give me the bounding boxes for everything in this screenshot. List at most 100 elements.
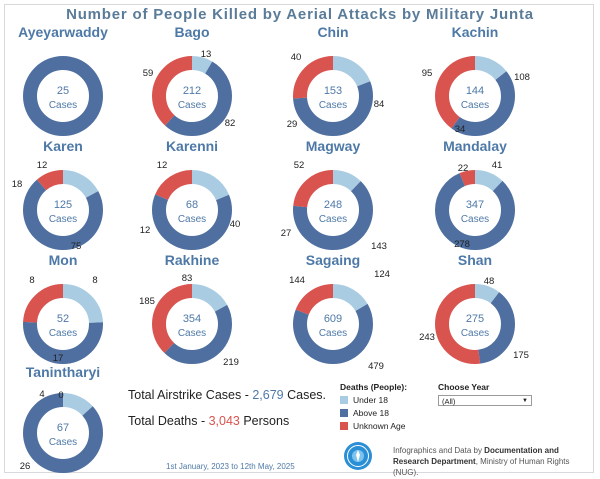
- segment-label-tanintharyi-under18: 4: [39, 389, 44, 400]
- legend-item-unknown: Unknown Age: [340, 421, 407, 431]
- segment-label-kachin-under18: 34: [455, 124, 466, 135]
- segment-label-shan-under18: 48: [484, 276, 495, 287]
- credit-text: Infographics and Data by Documentation a…: [393, 445, 593, 478]
- year-filter: Choose Year (All) ▼: [438, 382, 532, 406]
- segment-label-magway-above18: 143: [371, 241, 387, 252]
- segment-label-mandalay-unknown: 22: [458, 163, 469, 174]
- total-deaths-prefix: Total Deaths -: [128, 414, 209, 428]
- region-name-mon: Mon: [49, 252, 78, 268]
- segment-label-karenni-above18: 40: [230, 219, 241, 230]
- center-cases-bago: 212: [183, 85, 201, 97]
- region-name-bago: Bago: [175, 24, 210, 40]
- year-select[interactable]: (All) ▼: [438, 395, 532, 406]
- donut-segment-mandalay-unknown: [435, 170, 515, 250]
- donut-segment-bago-above18: [152, 56, 232, 136]
- chevron-down-icon: ▼: [522, 398, 528, 404]
- segment-label-bago-unknown: 59: [143, 68, 154, 79]
- center-label-mandalay: Cases: [461, 214, 489, 225]
- segment-label-magway-under18: 27: [281, 228, 292, 239]
- legend: Deaths (People): Under 18 Above 18 Unkno…: [340, 382, 407, 434]
- region-name-sagaing: Sagaing: [306, 252, 360, 268]
- donut-segment-chin-above18: [293, 56, 373, 136]
- donut-hole-tanintharyi: [37, 407, 89, 459]
- segment-label-mon-under18: 8: [92, 275, 97, 286]
- legend-label-under18: Under 18: [353, 395, 388, 405]
- donut-hole-mon: [37, 298, 89, 350]
- center-cases-chin: 153: [324, 85, 342, 97]
- segment-label-rakhine-above18: 219: [223, 357, 239, 368]
- donut-hole-mandalay: [449, 184, 501, 236]
- donut-segment-sagaing-above18: [293, 284, 373, 364]
- total-cases-value: 2,679: [252, 388, 284, 402]
- donut-segment-karenni-unknown: [152, 170, 232, 250]
- donut-hole-shan: [449, 298, 501, 350]
- total-cases-line: Total Airstrike Cases - 2,679 Cases.: [128, 388, 326, 402]
- segment-label-sagaing-under18: 124: [374, 269, 390, 280]
- donut-hole-magway: [307, 184, 359, 236]
- infographic-frame: [4, 4, 594, 473]
- segment-label-rakhine-under18: 83: [182, 273, 193, 284]
- segment-label-bago-under18: 13: [201, 49, 212, 60]
- segment-label-mon-unknown: 8: [29, 275, 34, 286]
- region-name-chin: Chin: [317, 24, 348, 40]
- segment-label-chin-above18: 84: [374, 99, 385, 110]
- donut-hole-karen: [37, 184, 89, 236]
- region-name-magway: Magway: [306, 138, 361, 154]
- segment-label-karen-under18: 18: [12, 179, 23, 190]
- center-cases-mandalay: 347: [466, 199, 484, 211]
- total-cases-suffix: Cases.: [283, 388, 327, 402]
- legend-swatch-unknown: [340, 422, 348, 430]
- donut-segment-chin-unknown: [293, 56, 373, 136]
- segment-label-chin-under18: 29: [287, 119, 298, 130]
- legend-swatch-above18: [340, 409, 348, 417]
- donut-hole-kachin: [449, 70, 501, 122]
- region-name-shan: Shan: [458, 252, 492, 268]
- legend-swatch-under18: [340, 396, 348, 404]
- region-name-karen: Karen: [43, 138, 83, 154]
- donut-hole-karenni: [166, 184, 218, 236]
- donut-segment-mon-above18: [23, 284, 103, 364]
- ministry-logo: [344, 442, 372, 470]
- center-label-kachin: Cases: [461, 100, 489, 111]
- segment-label-karen-above18: 75: [71, 241, 82, 252]
- donut-segment-mon-unknown: [23, 284, 103, 364]
- donut-segment-mandalay-above18: [435, 170, 515, 250]
- donut-segment-shan-unknown: [435, 284, 515, 364]
- segment-label-chin-unknown: 40: [291, 52, 302, 63]
- infographic-title: Number of People Killed by Aerial Attack…: [66, 6, 534, 23]
- region-name-mandalay: Mandalay: [443, 138, 507, 154]
- donut-segment-tanintharyi-above18: [23, 393, 103, 473]
- segment-label-magway-unknown: 52: [294, 160, 305, 171]
- center-cases-karenni: 68: [186, 199, 198, 211]
- donut-hole-ayeyarwaddy: [37, 70, 89, 122]
- center-cases-rakhine: 354: [183, 313, 201, 325]
- donut-segment-shan-above18: [435, 284, 515, 364]
- center-label-rakhine: Cases: [178, 328, 206, 339]
- donut-segment-karenni-above18: [152, 170, 232, 250]
- donut-segment-rakhine-unknown: [152, 284, 232, 364]
- center-cases-magway: 248: [324, 199, 342, 211]
- segment-label-shan-above18: 175: [513, 350, 529, 361]
- donut-segment-sagaing-unknown: [293, 284, 373, 364]
- donut-segment-karen-above18: [23, 170, 103, 250]
- donut-hole-bago: [166, 70, 218, 122]
- segment-label-sagaing-unknown: 144: [289, 275, 305, 286]
- segment-label-mandalay-above18: 278: [454, 239, 470, 250]
- center-label-karen: Cases: [49, 214, 77, 225]
- segment-label-tanintharyi-unknown: 0: [58, 390, 63, 401]
- donut-segment-kachin-above18: [435, 56, 515, 136]
- region-name-tanintharyi: Tanintharyi: [26, 364, 100, 380]
- total-cases-prefix: Total Airstrike Cases -: [128, 388, 253, 402]
- total-deaths-value: 3,043: [208, 414, 240, 428]
- center-label-bago: Cases: [178, 100, 206, 111]
- total-deaths-line: Total Deaths - 3,043 Persons: [128, 414, 289, 428]
- legend-label-unknown: Unknown Age: [353, 421, 406, 431]
- center-label-ayeyarwaddy: Cases: [49, 100, 77, 111]
- segment-label-karenni-under18: 12: [140, 225, 151, 236]
- year-filter-label: Choose Year: [438, 382, 490, 392]
- segment-label-mandalay-under18: 41: [492, 160, 503, 171]
- year-select-value: (All): [442, 397, 456, 406]
- segment-label-shan-unknown: 243: [419, 332, 435, 343]
- legend-item-above18: Above 18: [340, 408, 407, 418]
- segment-label-tanintharyi-above18: 26: [20, 461, 31, 472]
